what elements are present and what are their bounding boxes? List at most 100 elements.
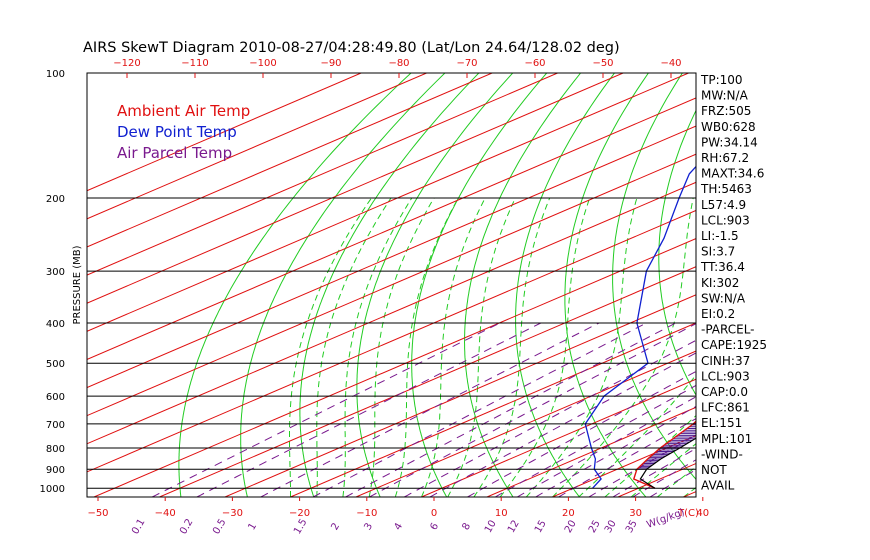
isotherm bbox=[749, 73, 870, 497]
isotherm bbox=[159, 266, 696, 497]
mixing-ratio-label: 8 bbox=[460, 521, 473, 532]
pressure-tick-label: 600 bbox=[46, 392, 65, 403]
isotherm bbox=[87, 153, 696, 417]
top-temp-label: −90 bbox=[320, 58, 341, 69]
isotherm bbox=[87, 73, 427, 220]
sounding-index: AVAIL bbox=[701, 479, 735, 493]
mixing-ratio-label: 3 bbox=[362, 521, 375, 532]
pressure-tick-label: 300 bbox=[46, 267, 65, 278]
moist-adiabat bbox=[578, 374, 696, 497]
sounding-index: KI:302 bbox=[701, 276, 739, 290]
dry-adiabat bbox=[463, 73, 581, 497]
mixing-ratio-label: 4 bbox=[392, 521, 405, 532]
moist-adiabat bbox=[394, 197, 459, 497]
legend-entry: Air Parcel Temp bbox=[117, 144, 232, 162]
pressure-tick-label: 700 bbox=[46, 420, 65, 431]
mixing-ratio-label: 1.5 bbox=[292, 517, 309, 536]
mixing-ratio-label: 2 bbox=[329, 521, 342, 532]
mixing-ratio-line bbox=[312, 322, 647, 497]
sounding-index: PW:34.14 bbox=[701, 135, 758, 149]
mixing-ratio-label: 0.5 bbox=[211, 517, 228, 536]
pressure-tick-label: 1000 bbox=[40, 484, 65, 495]
chart-title: AIRS SkewT Diagram 2010-08-27/04:28:49.8… bbox=[83, 40, 620, 56]
mixing-ratio-label: 15 bbox=[533, 518, 549, 535]
mixing-ratio-line bbox=[369, 323, 696, 497]
temp-axis-label: T(C) bbox=[677, 508, 699, 519]
legend-entry: Dew Point Temp bbox=[117, 123, 237, 141]
dry-adiabat bbox=[299, 73, 480, 497]
dry-adiabat bbox=[747, 73, 870, 497]
isotherm bbox=[93, 238, 696, 497]
dry-adiabat bbox=[356, 73, 514, 497]
sounding-index: -WIND- bbox=[701, 447, 743, 461]
sounding-index: TT:36.4 bbox=[700, 260, 745, 274]
isotherm bbox=[87, 97, 696, 360]
mixing-ratio-label: 25 bbox=[587, 518, 603, 535]
pressure-axis-label: PRESSURE (MB) bbox=[72, 245, 83, 324]
dry-adiabat bbox=[830, 73, 870, 497]
bottom-temp-label: 0 bbox=[431, 508, 437, 519]
moist-adiabat bbox=[473, 197, 551, 497]
sounding-index: CAP:0.0 bbox=[701, 385, 748, 399]
sounding-index: CINH:37 bbox=[701, 354, 750, 368]
top-temp-label: −70 bbox=[456, 58, 477, 69]
bottom-temp-label: 10 bbox=[495, 508, 508, 519]
pressure-tick-label: 500 bbox=[46, 359, 65, 370]
bottom-temp-label: −20 bbox=[289, 508, 310, 519]
dry-adiabat bbox=[178, 73, 412, 497]
bottom-temp-label: −30 bbox=[222, 508, 243, 519]
mixing-ratio-line bbox=[345, 322, 677, 497]
sounding-index: NOT bbox=[701, 463, 727, 477]
mixing-ratio-line bbox=[151, 322, 501, 497]
sounding-index: TP:100 bbox=[700, 73, 743, 87]
isotherm bbox=[87, 73, 493, 248]
isotherm bbox=[87, 73, 624, 304]
parcel-profile bbox=[639, 437, 696, 489]
isotherm bbox=[87, 209, 696, 473]
sounding-index: RH:67.2 bbox=[701, 151, 749, 165]
sounding-index: EI:0.2 bbox=[701, 307, 735, 321]
moist-adiabat bbox=[552, 197, 694, 497]
top-temp-label: −120 bbox=[113, 58, 140, 69]
mixing-ratio-line bbox=[516, 396, 696, 497]
dry-adiabat bbox=[564, 73, 649, 497]
top-temp-label: −50 bbox=[592, 58, 613, 69]
mixing-ratio-label: 12 bbox=[506, 518, 522, 535]
mixing-ratio-label: 0.1 bbox=[130, 517, 147, 536]
isotherm bbox=[87, 73, 689, 332]
pressure-tick-label: 200 bbox=[46, 194, 65, 205]
bottom-temp-label: −50 bbox=[87, 508, 108, 519]
isotherm bbox=[87, 73, 362, 192]
mixing-ratio-label: 0.2 bbox=[178, 517, 195, 536]
sounding-index: FRZ:505 bbox=[701, 104, 751, 118]
mixing-ratio-line bbox=[404, 339, 696, 497]
dry-adiabat bbox=[789, 73, 870, 497]
isotherm bbox=[87, 125, 696, 389]
bottom-temp-label: 30 bbox=[629, 508, 642, 519]
sounding-index: LI:-1.5 bbox=[701, 229, 739, 243]
bottom-temp-label: 40 bbox=[696, 508, 709, 519]
sounding-index: L57:4.9 bbox=[701, 198, 746, 212]
isotherm bbox=[224, 294, 696, 497]
mixing-ratio-label: 20 bbox=[563, 518, 579, 535]
dry-adiabat bbox=[411, 73, 548, 497]
top-temp-label: −110 bbox=[181, 58, 208, 69]
bottom-temp-label: 20 bbox=[562, 508, 575, 519]
pressure-tick-label: 100 bbox=[46, 69, 65, 80]
isotherm bbox=[87, 181, 696, 445]
sounding-index: WB0:628 bbox=[701, 120, 756, 134]
moist-adiabat bbox=[316, 197, 392, 497]
top-temp-label: −80 bbox=[388, 58, 409, 69]
top-temp-label: −40 bbox=[660, 58, 681, 69]
sounding-index: CAPE:1925 bbox=[701, 338, 767, 352]
sounding-index: TH:5463 bbox=[700, 182, 752, 196]
isotherm bbox=[421, 378, 696, 497]
bottom-temp-label: −40 bbox=[155, 508, 176, 519]
sounding-index: LCL:903 bbox=[701, 369, 750, 383]
moist-adiabat bbox=[342, 197, 413, 497]
dry-adiabat bbox=[515, 73, 615, 497]
mixing-ratio-label: 35 bbox=[624, 518, 640, 535]
pressure-tick-label: 900 bbox=[46, 465, 65, 476]
mixing-ratio-label: 6 bbox=[428, 521, 441, 532]
temperature-profile bbox=[632, 420, 696, 489]
